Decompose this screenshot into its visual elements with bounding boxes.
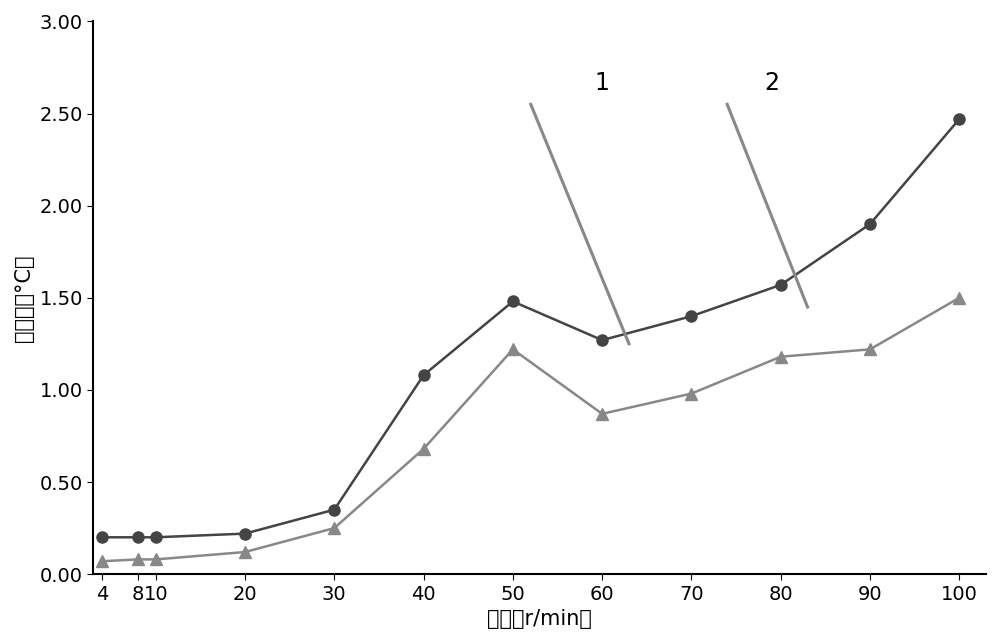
X-axis label: 转速（r/min）: 转速（r/min）	[487, 609, 592, 629]
Text: 2: 2	[764, 71, 779, 95]
Text: 1: 1	[595, 71, 610, 95]
Y-axis label: 温升值（°C）: 温升值（°C）	[14, 254, 34, 341]
